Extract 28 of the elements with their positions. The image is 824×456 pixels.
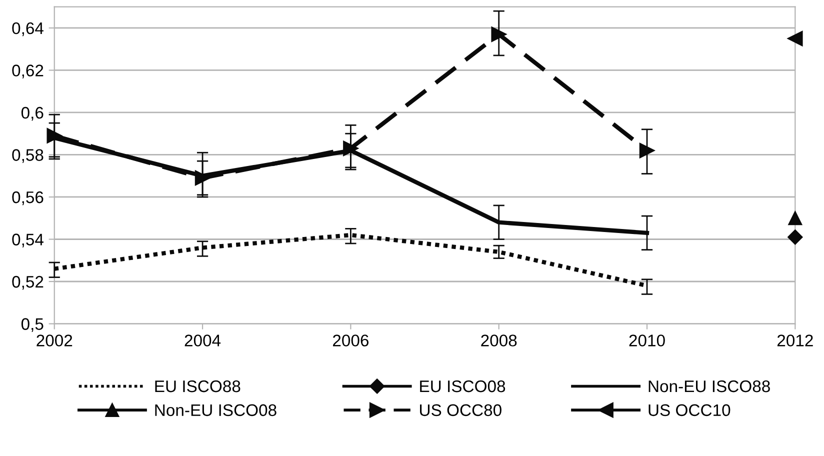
point (343, 140, 358, 156)
point (46, 128, 62, 144)
x-tick-label: 2012 (777, 334, 813, 346)
x-tick-label: 2004 (184, 334, 221, 346)
y-tick-label: 0,62 (12, 64, 44, 78)
legend-label: EU ISCO08 (420, 380, 506, 392)
legend-label: US OCC10 (648, 404, 730, 416)
y-tick-label: 0,6 (21, 106, 44, 121)
y-tick-label: 0,5 (21, 318, 44, 332)
legend-label: US OCC80 (420, 404, 502, 416)
y-tick-label: 0,52 (12, 276, 44, 290)
x-tick-label: 2006 (332, 334, 368, 346)
legend-label: EU ISCO88 (155, 380, 240, 392)
y-tick-label: 0,56 (12, 191, 44, 206)
x-tick-label: 2008 (481, 334, 517, 346)
point (491, 26, 506, 42)
point (639, 142, 655, 158)
y-tick-label: 0,58 (12, 149, 44, 163)
x-tick-label: 2010 (629, 334, 665, 346)
point (194, 170, 210, 186)
point (788, 230, 803, 245)
y-tick-label: 0,64 (12, 22, 44, 36)
x-tick-label: 2002 (36, 334, 72, 346)
legend-label: Non-EU ISCO88 (648, 380, 770, 392)
point (788, 211, 802, 226)
y-tick-label: 0,54 (12, 234, 44, 248)
legend-label: Non-EU ISCO08 (155, 404, 276, 416)
point (788, 30, 803, 46)
